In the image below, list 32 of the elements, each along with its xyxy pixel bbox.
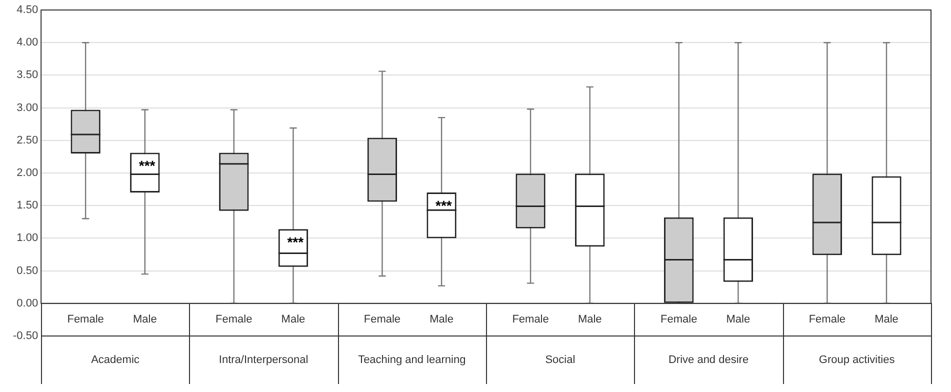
x-tick-label: Drive and desire bbox=[668, 354, 749, 366]
x-tick-label: Group activities bbox=[818, 354, 896, 366]
x-tick-label: Social bbox=[545, 354, 576, 366]
text: Female bbox=[808, 314, 846, 326]
annotation: *** bbox=[287, 234, 304, 250]
y-tick-label: 3.00 bbox=[16, 102, 38, 114]
y-tick-label: 1.00 bbox=[16, 232, 38, 244]
y-tick-label: 2.00 bbox=[16, 167, 38, 180]
annotation: *** bbox=[138, 158, 156, 174]
text: Male bbox=[726, 314, 750, 326]
x-tick-label: Intra/Interpersonal bbox=[218, 354, 308, 366]
text: Male bbox=[430, 314, 454, 326]
annotation: *** bbox=[436, 197, 452, 214]
y-tick-label: 1.50 bbox=[16, 200, 38, 212]
text: Male bbox=[578, 314, 602, 326]
text: Male bbox=[874, 314, 898, 326]
x-tick-label: Teaching and learning bbox=[358, 354, 466, 366]
y-tick-label: 0.00 bbox=[16, 297, 38, 310]
y-tick-label: 4.00 bbox=[16, 36, 38, 49]
text: Male bbox=[281, 314, 306, 326]
y-tick-label: 3.50 bbox=[16, 69, 38, 82]
text: Female bbox=[216, 314, 252, 326]
y-tick-label: -0.50 bbox=[12, 330, 38, 342]
text: Female bbox=[512, 314, 549, 326]
text: Female bbox=[67, 314, 104, 326]
y-tick-label: 0.50 bbox=[16, 264, 38, 277]
series-label: Female bbox=[660, 314, 698, 326]
y-tick-label: 2.50 bbox=[16, 134, 38, 146]
y-tick-label: 4.50 bbox=[16, 4, 38, 16]
x-tick-label: Academic bbox=[91, 354, 140, 366]
text: Male bbox=[132, 314, 157, 326]
text: Female bbox=[364, 314, 401, 326]
